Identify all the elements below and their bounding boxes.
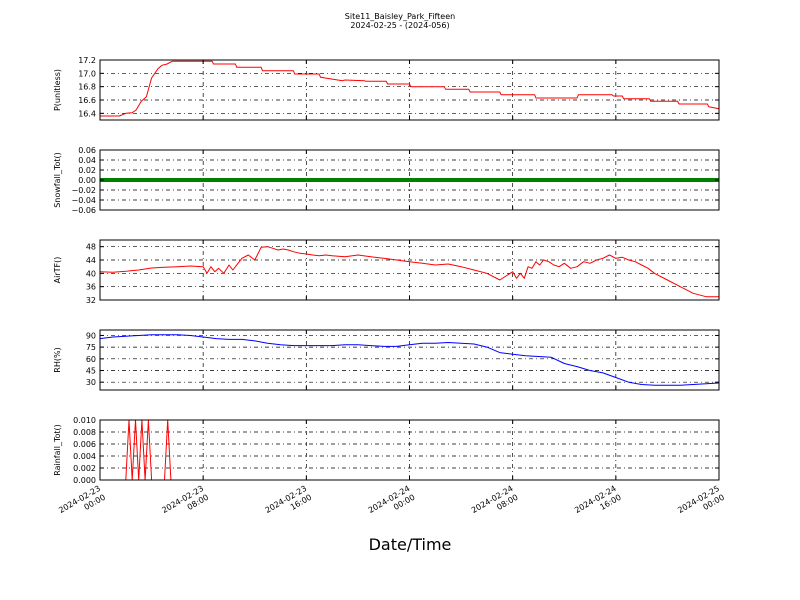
y-axis-label: P(unitless)	[53, 69, 62, 111]
y-tick-label: 44	[86, 256, 96, 265]
y-tick-label: 0.02	[78, 166, 96, 175]
y-tick-label: 16.4	[78, 109, 96, 118]
y-tick-label: 0.04	[78, 156, 96, 165]
y-tick-label: 48	[86, 243, 96, 252]
y-tick-label: 0.006	[73, 440, 96, 449]
y-tick-label: 16.6	[78, 96, 96, 105]
y-axis-label: Rainfall_Tot()	[53, 424, 62, 476]
x-axis-label: Date/Time	[369, 535, 452, 554]
figure-subtitle: 2024-02-25 - (2024-056)	[350, 21, 449, 30]
y-tick-label: 90	[86, 331, 96, 340]
y-tick-label: 17.2	[78, 56, 96, 65]
y-axis-label: Snowfall_Tot()	[53, 152, 62, 208]
x-tick-label: 2024-02-2408:00	[470, 484, 520, 524]
y-axis-label: RH(%)	[53, 347, 62, 372]
x-tick-label: 2024-02-2400:00	[367, 484, 417, 524]
x-tick-label: 2024-02-2416:00	[573, 484, 623, 524]
series-line	[99, 334, 720, 386]
series-line	[100, 60, 720, 117]
figure-title: Site11_Baisley_Park_Fifteen	[345, 12, 455, 21]
y-tick-label: −0.02	[71, 186, 96, 195]
y-tick-label: 30	[86, 378, 96, 387]
series-line	[99, 246, 719, 298]
y-tick-label: 16.8	[78, 83, 96, 92]
subplots: 17.217.016.816.616.4P(unitless)0.060.040…	[53, 56, 720, 485]
y-tick-label: 36	[86, 283, 96, 292]
y-tick-label: 0.004	[73, 452, 96, 461]
y-tick-label: 32	[86, 296, 96, 305]
y-axis-label: AirTF()	[53, 257, 62, 284]
y-tick-label: 0.000	[73, 476, 96, 485]
x-tick-label: 2024-02-2500:00	[676, 484, 726, 524]
subplot-5: 0.010 0.008 0.006 0.004 0.002 0.000 Rainfall_T…	[53, 416, 720, 485]
y-tick-label: 45	[86, 367, 96, 376]
x-tick-labels: 2024-02-2300:00 2024-02-2308:00 2024-02-23…	[57, 484, 726, 524]
x-tick-label: 2024-02-2300:00	[57, 484, 107, 524]
subplot-2: 0.060.040.020.00−0.02−0.04−0.06 Snowfall_…	[53, 146, 720, 215]
y-tick-label: 0.002	[73, 464, 96, 473]
y-tick-label: −0.06	[71, 206, 96, 215]
x-tick-label: 2024-02-2308:00	[160, 484, 210, 524]
x-tick-label: 2024-02-2316:00	[264, 484, 314, 524]
subplot-1: 17.2 17.0 16.8 16.6 16.4 P(unitless)	[53, 56, 720, 121]
y-tick-label: −0.04	[71, 196, 96, 205]
y-tick-label: 60	[86, 355, 96, 364]
y-tick-label: 75	[86, 343, 96, 352]
y-tick-label: 0.00	[78, 176, 96, 185]
y-tick-label: 17.0	[78, 69, 96, 78]
y-tick-label: 0.010	[73, 416, 96, 425]
y-tick-label: 40	[86, 269, 96, 278]
y-tick-label: 0.008	[73, 428, 96, 437]
y-tick-label: 0.06	[78, 146, 96, 155]
subplot-3: 48 44 40 36 32 AirTF()	[53, 239, 720, 305]
subplot-4: 90 75 60 45 30 RH(%)	[53, 329, 720, 391]
